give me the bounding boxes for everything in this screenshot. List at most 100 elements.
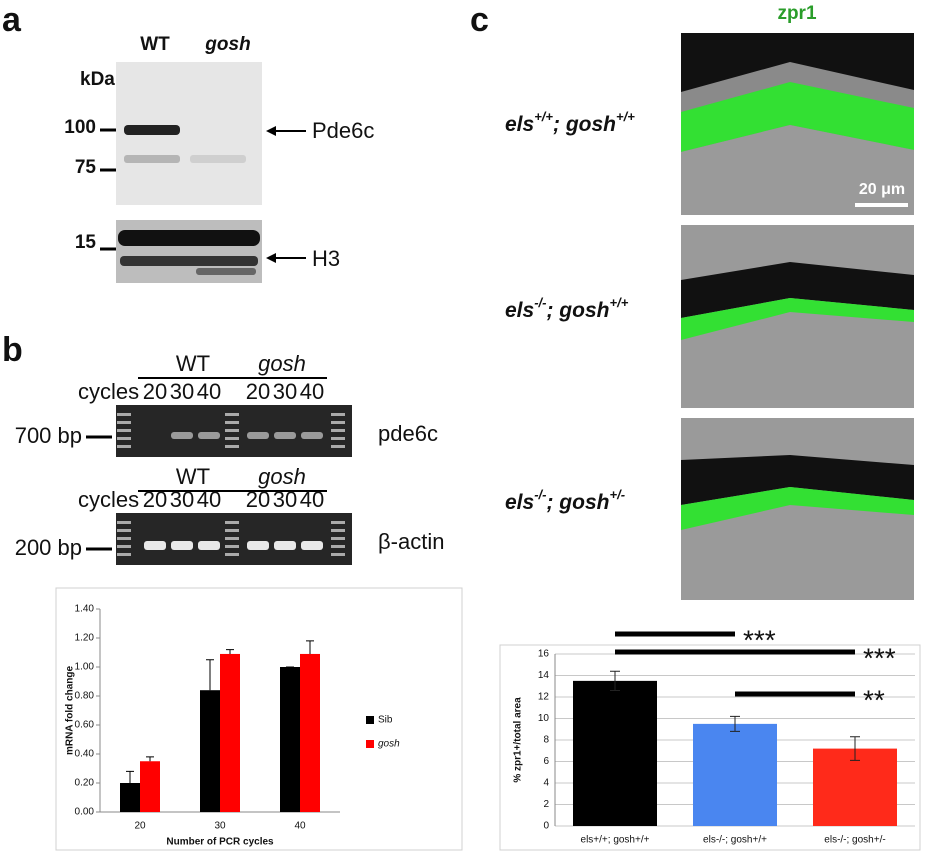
- gel-band: [198, 541, 220, 550]
- micrograph: [681, 418, 914, 600]
- ladder-band: [117, 413, 131, 416]
- marker-label: 15: [75, 232, 97, 253]
- genotype-label: els-/-; gosh+/-: [505, 487, 625, 514]
- y-tick-label: 14: [538, 670, 550, 681]
- x-tick-label: els-/-; gosh+/+: [703, 835, 767, 846]
- scale-label: 20 μm: [859, 181, 905, 198]
- y-tick-label: 0: [543, 821, 549, 832]
- genotype-part: -/-: [534, 295, 546, 310]
- genotype-part: els: [505, 491, 534, 514]
- cycle-label: 30: [273, 487, 297, 512]
- cycle-label: 30: [170, 487, 194, 512]
- ladder-band: [225, 529, 239, 532]
- ladder-band: [225, 553, 239, 556]
- x-tick-label: els+/+; gosh+/+: [581, 835, 650, 846]
- genotype-part: +/-: [609, 487, 625, 502]
- bar: [140, 761, 160, 812]
- micrograph: [681, 33, 914, 215]
- ladder-band: [331, 413, 345, 416]
- gel-band: [301, 432, 323, 439]
- ladder-band: [117, 437, 131, 440]
- x-tick-label: 40: [294, 821, 306, 832]
- genotype-part: +/+: [534, 109, 553, 124]
- ladder-band: [331, 429, 345, 432]
- group-label: WT: [176, 351, 210, 376]
- ladder-band: [331, 445, 345, 448]
- arrow-head: [266, 253, 276, 263]
- y-tick-label: 16: [538, 649, 550, 660]
- blot-band: [124, 125, 180, 135]
- ladder-band: [225, 413, 239, 416]
- ladder-band: [331, 545, 345, 548]
- genotypes: els+/+; gosh+/+els-/-; gosh+/+els-/-; go…: [505, 109, 635, 514]
- band-label: H3: [312, 246, 340, 271]
- genotype-part: els: [505, 113, 534, 136]
- y-tick-label: 12: [538, 692, 550, 703]
- cycle-label: 20: [246, 379, 270, 404]
- gel-band: [144, 541, 166, 550]
- cycle-label: 30: [170, 379, 194, 404]
- ladder-band: [117, 445, 131, 448]
- cycles-label: cycles: [78, 379, 139, 404]
- gel-band: [274, 432, 296, 439]
- genotype-label: els+/+; gosh+/+: [505, 109, 635, 136]
- y-tick-label: 1.20: [75, 633, 95, 644]
- error-bar: [126, 770, 134, 783]
- x-tick-label: 30: [214, 821, 226, 832]
- error-bar: [850, 736, 860, 761]
- legend-label: gosh: [378, 739, 400, 750]
- ladder-band: [225, 437, 239, 440]
- ladder-band: [225, 445, 239, 448]
- stain-label: zpr1: [777, 3, 817, 24]
- ladder-band: [225, 537, 239, 540]
- significance-label: ***: [863, 642, 896, 673]
- error-bar: [730, 715, 740, 732]
- blot-band: [120, 256, 258, 266]
- ladder-band: [117, 421, 131, 424]
- gel-band: [247, 432, 269, 439]
- chart-frame: [55, 587, 463, 851]
- blot-band: [124, 155, 180, 163]
- legend-label: Sib: [378, 715, 393, 726]
- marker-label: 700 bp: [15, 423, 82, 448]
- genotype-part: ; gosh: [546, 491, 609, 514]
- bar: [573, 680, 657, 826]
- ladder-band: [117, 429, 131, 432]
- error-bar: [306, 640, 314, 654]
- bar: [200, 690, 220, 812]
- ladder-band: [331, 553, 345, 556]
- y-tick-label: 2: [543, 799, 549, 810]
- y-tick-label: 10: [538, 713, 550, 724]
- marker-label: 200 bp: [15, 535, 82, 560]
- ladder-band: [331, 421, 345, 424]
- legend-swatch: [366, 716, 374, 724]
- bar: [280, 667, 300, 812]
- genotype-part: +/+: [616, 109, 635, 124]
- genotype-part: ; gosh: [553, 113, 616, 136]
- cycle-label: 40: [300, 487, 324, 512]
- y-tick-label: 6: [543, 756, 549, 767]
- gel-band: [171, 432, 193, 439]
- cycles-label: cycles: [78, 487, 139, 512]
- panel-label: b: [2, 331, 23, 369]
- lane-label: gosh: [204, 34, 250, 55]
- y-tick-label: 0.20: [75, 778, 95, 789]
- y-tick-label: 0.00: [75, 807, 95, 818]
- group-label: gosh: [258, 464, 306, 489]
- error-bar: [146, 756, 154, 762]
- ladder-band: [117, 521, 131, 524]
- unit-label: kDa: [80, 69, 115, 90]
- ladder-band: [225, 421, 239, 424]
- cycle-label: 30: [273, 379, 297, 404]
- lane-label: WT: [140, 34, 170, 55]
- chart-frame: [499, 644, 921, 851]
- ladder-band: [225, 545, 239, 548]
- ladder-band: [331, 537, 345, 540]
- arrow-head: [266, 126, 276, 136]
- genotype-label: els-/-; gosh+/+: [505, 295, 629, 322]
- gel-band: [198, 432, 220, 439]
- gene-label: pde6c: [378, 421, 438, 446]
- ladder-band: [117, 545, 131, 548]
- ladder-band: [331, 529, 345, 532]
- legend-swatch: [366, 740, 374, 748]
